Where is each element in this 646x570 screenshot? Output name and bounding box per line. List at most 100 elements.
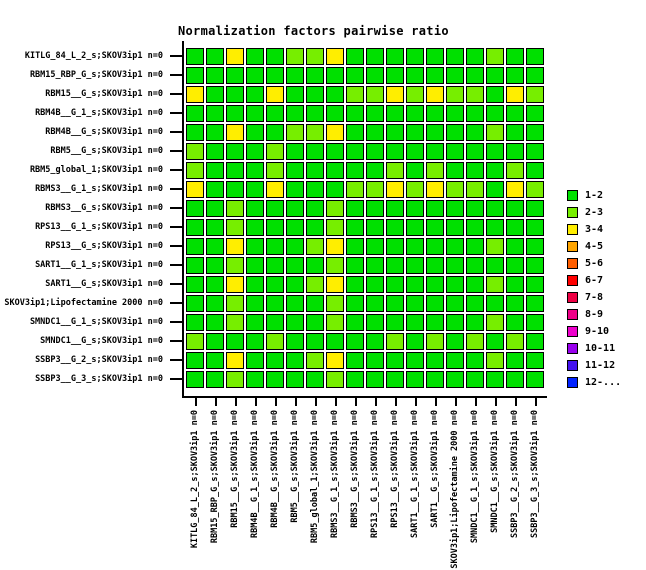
heatmap-cell [306,352,324,369]
heatmap-cell [526,67,544,84]
heatmap-cell [326,86,344,103]
heatmap-cell [206,219,224,236]
heatmap-cell [366,67,384,84]
heatmap-cell [446,295,464,312]
x-axis-tick [395,398,397,406]
heatmap-cell [346,276,364,293]
row-label: RPS13__G_s;SKOV3ip1 n=0 [45,241,163,251]
heatmap-cell [446,238,464,255]
heatmap-cell [286,124,304,141]
heatmap-cell [286,238,304,255]
y-axis-tick [170,93,183,95]
heatmap-cell [426,314,444,331]
heatmap-cell [366,333,384,350]
row-label: RBM15_RBP_G_s;SKOV3ip1 n=0 [29,70,163,80]
heatmap-cell [226,86,244,103]
heatmap-cell [186,238,204,255]
heatmap-cell [246,295,264,312]
heatmap-cell [346,295,364,312]
heatmap-cell [346,124,364,141]
heatmap-cell [446,276,464,293]
heatmap-cell [246,200,264,217]
legend-swatch [567,224,578,235]
heatmap-cell [466,295,484,312]
heatmap-cell [286,219,304,236]
x-axis-line [182,396,547,398]
heatmap-cell [186,143,204,160]
heatmap-cell [266,143,284,160]
heatmap-cell [306,124,324,141]
heatmap-cell [286,181,304,198]
heatmap-cell [426,181,444,198]
heatmap-cell [266,200,284,217]
heatmap-cell [486,67,504,84]
heatmap-cell [326,257,344,274]
heatmap-cell [246,105,264,122]
heatmap-cell [346,67,364,84]
heatmap-cell [326,295,344,312]
heatmap-cell [386,238,404,255]
heatmap-cell [346,143,364,160]
heatmap-cell [386,67,404,84]
heatmap-cell [426,295,444,312]
heatmap-cell [366,48,384,65]
heatmap-cell [246,67,264,84]
heatmap-cell [266,333,284,350]
col-label: RBM4B__G_1_s;SKOV3ip1 n=0 [250,410,260,538]
heatmap-cell [526,162,544,179]
heatmap-cell [326,143,344,160]
heatmap-cell [526,371,544,388]
heatmap-cell [466,48,484,65]
heatmap-cell [206,238,224,255]
row-label: SSBP3__G_3_s;SKOV3ip1 n=0 [35,374,163,384]
heatmap-cell [466,86,484,103]
heatmap-cell [206,105,224,122]
legend-label: 7-8 [585,292,604,303]
heatmap-cell [446,124,464,141]
heatmap-cell [226,181,244,198]
legend-swatch [567,258,578,269]
heatmap-cell [466,124,484,141]
heatmap-cell [246,162,264,179]
y-axis-tick [170,378,183,380]
heatmap-cell [246,314,264,331]
heatmap-cell [306,314,324,331]
heatmap-cell [186,162,204,179]
heatmap-cell [266,371,284,388]
heatmap-cell [226,295,244,312]
heatmap-cell [206,48,224,65]
y-axis-tick [170,340,183,342]
heatmap-cell [386,352,404,369]
heatmap-cell [526,219,544,236]
col-label: RBM5_global_1;SKOV3ip1 n=0 [310,410,320,544]
heatmap-cell [446,371,464,388]
legend-label: 3-4 [585,224,604,235]
heatmap-cell [206,143,224,160]
heatmap-cell [266,124,284,141]
heatmap-cell [426,162,444,179]
heatmap-cell [426,333,444,350]
y-axis-tick [170,169,183,171]
heatmap-cell [526,200,544,217]
legend-label: 9-10 [585,326,610,337]
heatmap-cell [386,124,404,141]
heatmap-cell [246,333,264,350]
heatmap-cell [466,352,484,369]
heatmap-cell [426,257,444,274]
heatmap-cell [206,257,224,274]
heatmap-cell [186,295,204,312]
row-label: RBMS3__G_1_s;SKOV3ip1 n=0 [35,184,163,194]
heatmap-cell [246,352,264,369]
row-label: RPS13__G_1_s;SKOV3ip1 n=0 [35,222,163,232]
heatmap-cell [406,371,424,388]
heatmap-cell [226,314,244,331]
heatmap-cell [386,257,404,274]
heatmap-cell [446,200,464,217]
col-label: RBM15_RBP_G_s;SKOV3ip1 n=0 [210,410,220,544]
heatmap-cell [386,295,404,312]
heatmap-cell [266,86,284,103]
heatmap-cell [306,162,324,179]
x-axis-tick [455,398,457,406]
heatmap-cell [506,162,524,179]
heatmap-cell [526,257,544,274]
